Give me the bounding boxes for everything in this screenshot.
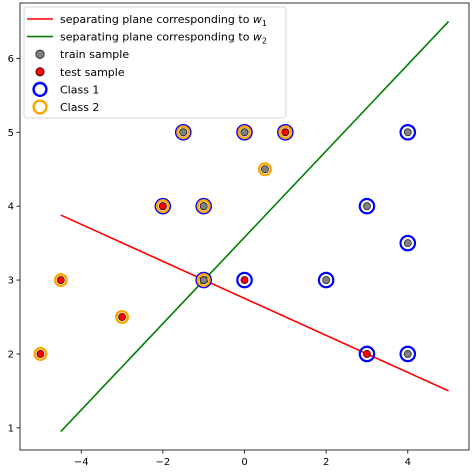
class-2-ring <box>257 162 272 177</box>
train-sample-point <box>403 128 412 137</box>
legend-label: Class 2 <box>60 101 99 114</box>
axes: −4 −2 0 2 4 1 2 3 4 5 6 <box>8 54 411 468</box>
class-2-ring <box>237 125 252 140</box>
class-1-ring <box>236 271 253 289</box>
class-2-ring <box>196 273 211 288</box>
separating-plane-w1 <box>60 214 449 392</box>
x-tick-label: 2 <box>323 457 329 468</box>
test-sample-point <box>56 276 65 284</box>
class-2-ring <box>196 199 211 214</box>
class-1-ring <box>236 123 253 141</box>
class-1-ring <box>399 234 417 252</box>
class-2-ring <box>155 199 170 214</box>
test-sample-point <box>240 276 249 284</box>
separating-planes <box>60 20 450 433</box>
class-1-ring <box>358 197 376 215</box>
x-tick-label: −4 <box>74 457 89 468</box>
train-sample-point <box>363 202 371 211</box>
x-tick-label: −2 <box>155 457 170 468</box>
separating-plane-w2 <box>60 20 450 433</box>
class-1-ring <box>358 345 376 363</box>
class-2-ring <box>278 125 293 140</box>
test-sample-point <box>158 202 167 211</box>
legend-label: separating plane corresponding to w1 <box>60 13 267 28</box>
class-1-ring <box>317 271 335 289</box>
legend: separating plane corresponding to w1 sepa… <box>23 6 287 119</box>
legend-label: Class 1 <box>60 83 99 96</box>
class-1-ring <box>154 197 172 215</box>
class-1-ring <box>399 345 417 363</box>
legend-label: train sample <box>60 48 129 61</box>
legend-ring-swatch <box>32 99 48 115</box>
train-sample-point <box>261 165 269 174</box>
y-tick-label: 2 <box>8 349 14 360</box>
class-1-ring <box>195 271 212 289</box>
legend-ring-swatch <box>32 81 48 98</box>
train-sample-point <box>199 276 208 284</box>
class-1-ring <box>174 123 192 141</box>
samples <box>33 123 417 363</box>
class-2-ring <box>115 310 130 325</box>
class-1-ring <box>277 123 294 141</box>
legend-label: test sample <box>60 66 125 79</box>
legend-box <box>23 6 287 119</box>
test-sample-point <box>281 128 290 137</box>
y-tick-label: 6 <box>8 54 14 65</box>
train-sample-point <box>403 350 412 358</box>
x-tick-label: 4 <box>405 457 411 468</box>
class-2-ring <box>53 273 68 288</box>
class-1-ring <box>399 123 417 141</box>
train-sample-point <box>199 202 208 211</box>
class-2-ring <box>176 125 191 140</box>
train-sample-point <box>240 128 249 137</box>
legend-point-swatch <box>35 49 45 59</box>
train-sample-point <box>179 128 188 137</box>
class-1-ring <box>195 197 212 215</box>
train-sample-point <box>403 239 412 248</box>
train-sample-point <box>322 276 331 284</box>
class-2-ring <box>33 346 48 361</box>
legend-label: separating plane corresponding to w2 <box>60 31 267 46</box>
legend-point-swatch <box>35 67 45 77</box>
y-tick-label: 5 <box>8 128 14 139</box>
y-tick-label: 1 <box>8 423 14 434</box>
y-tick-label: 4 <box>8 202 14 213</box>
x-tick-label: 0 <box>241 457 247 468</box>
test-sample-point <box>363 350 371 358</box>
test-sample-point <box>36 350 45 358</box>
test-sample-point <box>118 313 126 321</box>
y-tick-label: 3 <box>8 276 14 287</box>
